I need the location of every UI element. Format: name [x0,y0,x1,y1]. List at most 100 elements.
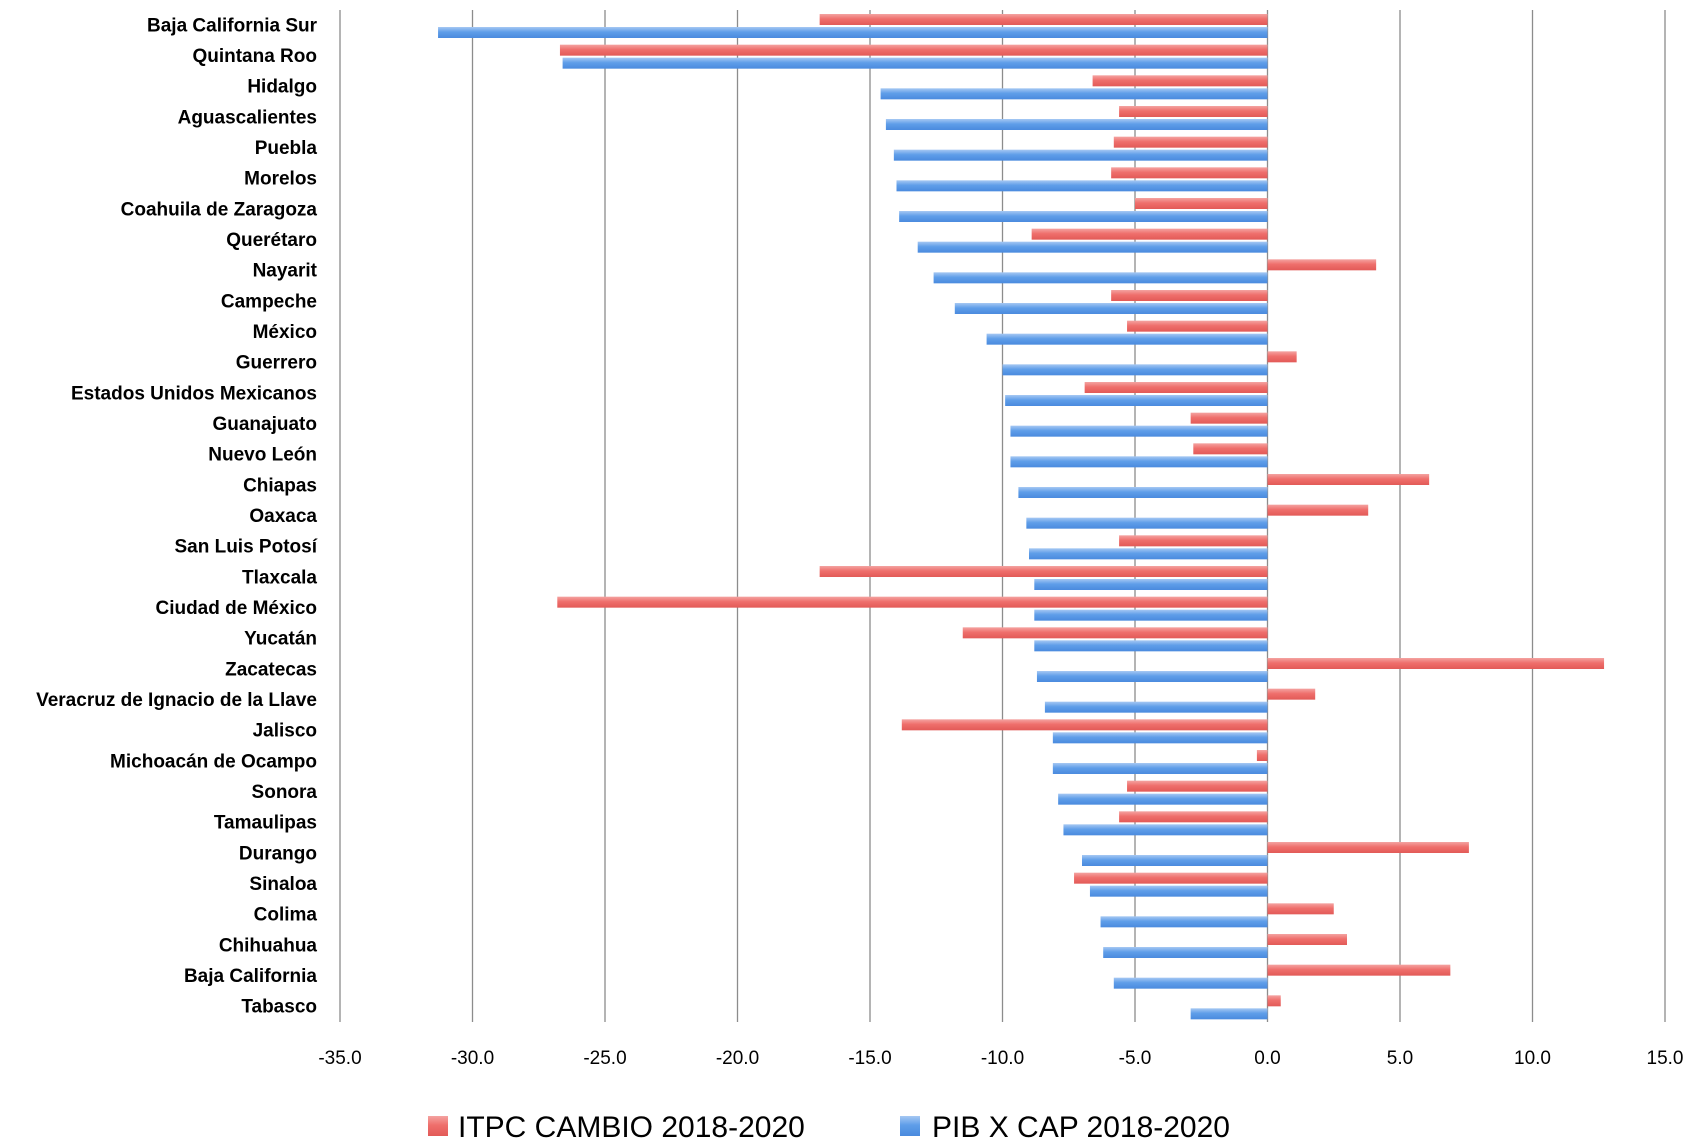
category-label: Nayarit [253,261,318,282]
category-label: Sonora [252,782,318,803]
category-label: Guanajuato [212,414,317,435]
bar-pib [986,333,1268,345]
category-label: Jalisco [253,721,317,742]
category-label: Hidalgo [247,77,317,98]
bar-pib [1010,456,1268,468]
category-label: Tlaxcala [242,567,317,588]
bar-pib [1018,487,1268,498]
category-label: Baja California Sur [147,15,318,36]
bar-itpc [1119,811,1268,823]
bar-pib [1029,548,1268,560]
bar-pib [1034,579,1268,590]
bar-itpc [1267,474,1430,485]
bar-itpc [1119,106,1268,117]
x-tick-label: -5.0 [1119,1048,1152,1069]
category-label: Zacatecas [225,659,317,680]
bar-pib [1044,701,1268,713]
category-label: Nuevo León [208,445,317,466]
bar-pib [893,149,1268,161]
category-label: Sinaloa [249,874,317,895]
bar-itpc [901,719,1268,731]
bar-itpc [1267,842,1469,853]
bar-itpc [1256,750,1268,761]
bar-pib [1089,885,1268,897]
category-label: Campeche [221,291,317,312]
bar-pib [885,119,1268,130]
category-label: Colima [254,905,318,926]
bar-pib [896,180,1268,192]
category-label: Estados Unidos Mexicanos [71,383,317,404]
category-label: Coahuila de Zaragoza [121,199,318,220]
bar-pib [1082,855,1268,866]
category-label: Aguascalientes [178,107,317,128]
category-label: Veracruz de Ignacio de la Llave [36,690,317,711]
bar-itpc [962,627,1268,639]
bar-itpc [1074,872,1268,884]
bar-itpc [1084,382,1268,393]
category-label: Durango [239,843,317,864]
bar-pib [1010,425,1268,437]
x-tick-label: -30.0 [451,1048,494,1069]
bar-itpc [1111,290,1268,301]
bar-itpc [1267,504,1369,516]
category-label: Guerrero [236,353,317,374]
bar-pib [1113,977,1268,989]
bar-pib [1034,609,1268,621]
bar-itpc [1267,351,1297,363]
bar-itpc [1127,320,1268,332]
bar-pib [917,241,1268,253]
category-label: Michoacán de Ocampo [110,751,317,772]
bar-pib [1100,916,1268,928]
bar-itpc [1267,934,1347,945]
bar-itpc [819,566,1268,577]
category-label: Chiapas [243,475,317,496]
x-tick-label: -25.0 [583,1048,626,1069]
bar-itpc [1193,443,1268,455]
category-label: Oaxaca [249,506,317,527]
category-label: Ciudad de México [155,598,317,619]
bar-itpc [559,44,1268,56]
bar-itpc [1267,903,1334,915]
category-label: Tamaulipas [214,813,317,834]
bar-itpc [1031,228,1268,240]
bar-pib [1026,517,1268,529]
x-tick-label: -20.0 [716,1048,759,1069]
category-label: Baja California [184,966,317,987]
category-labels: Baja California Sur Quintana Roo Hidalgo Ag… [36,15,318,1017]
legend-swatch [900,1116,920,1136]
bar-pib [1036,671,1268,682]
bar-itpc [1267,658,1605,669]
category-label: Morelos [244,169,317,190]
legend-label: ITPC CAMBIO 2018-2020 [458,1111,805,1144]
category-label: Tabasco [241,997,317,1018]
bar-itpc [1135,198,1268,209]
bar-itpc [1267,688,1316,700]
category-label: San Luis Potosí [174,537,317,558]
bar-pib [562,57,1268,69]
x-tick-label: 10.0 [1514,1048,1551,1069]
bar-itpc [1267,964,1451,976]
category-label: México [253,322,317,343]
bar-itpc [1267,995,1281,1007]
bar-pib [1058,793,1268,805]
bar-pib [880,88,1268,100]
legend-swatch [428,1116,448,1136]
gridlines [339,10,1666,1022]
category-label: Quintana Roo [192,46,317,67]
bars [438,14,1605,1020]
legend: ITPC CAMBIO 2018-2020 PIB X CAP 2018-2020 [428,1111,1230,1144]
bar-pib [1052,732,1268,744]
bar-itpc [1111,167,1268,179]
bar-pib [1034,640,1268,652]
bar-pib [1052,763,1268,774]
x-axis-tick-labels: -35.0 -30.0 -25.0 -20.0 -15.0 -10.0 -5.0 0.0 5.0… [318,1048,1683,1069]
x-tick-label: 5.0 [1387,1048,1413,1069]
x-tick-label: -10.0 [981,1048,1024,1069]
bar-pib [954,303,1268,314]
bar-itpc [1127,780,1268,792]
bar-itpc [1119,535,1268,547]
bar-itpc [1190,412,1268,424]
x-tick-label: 0.0 [1254,1048,1280,1069]
legend-label: PIB X CAP 2018-2020 [932,1111,1230,1144]
